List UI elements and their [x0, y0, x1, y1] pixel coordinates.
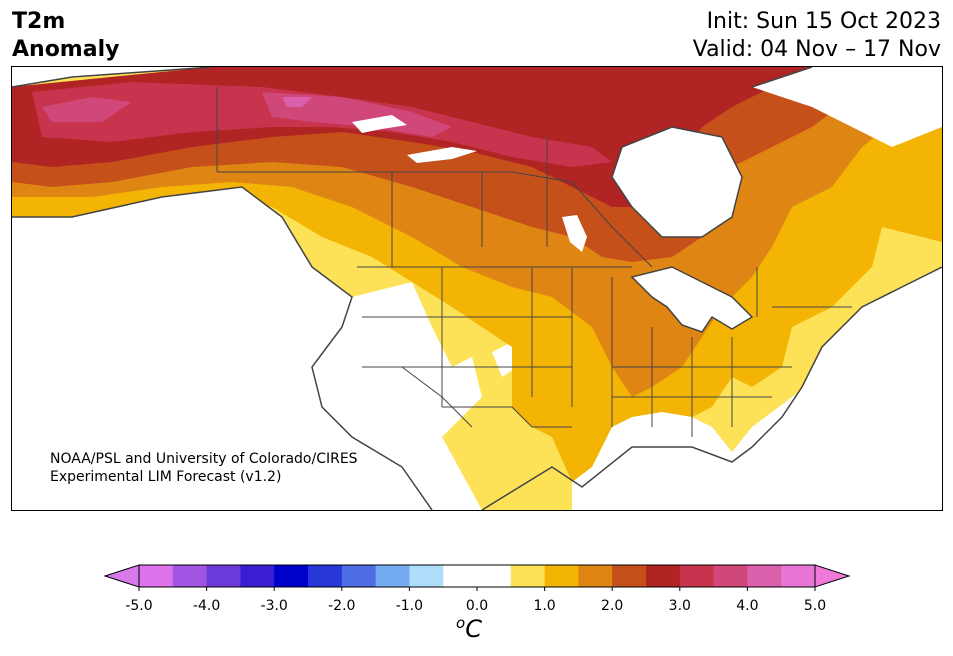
- credit-line1: NOAA/PSL and University of Colorado/CIRE…: [50, 451, 358, 467]
- colorbar-bin: [578, 565, 613, 587]
- anom-pink-2: [42, 97, 132, 122]
- colorbar-bin: [172, 565, 208, 587]
- title-left: T2m Anomaly: [12, 8, 119, 64]
- colorbar-bin: [409, 565, 444, 587]
- colorbar-bin: [612, 565, 647, 587]
- colorbar-tick-label: -2.0: [328, 598, 356, 614]
- political-borders: [216, 87, 852, 437]
- anomaly-map: [12, 67, 942, 510]
- colorbar-bin: [747, 565, 782, 587]
- colorbar-bins: [139, 565, 816, 587]
- anom-pink: [262, 92, 452, 137]
- colorbar-tick-label: 4.0: [736, 598, 759, 614]
- colorbar-bin: [308, 565, 343, 587]
- colorbar-tick-label: 5.0: [803, 598, 827, 614]
- colorbar-bin: [206, 565, 241, 587]
- title-right: Init: Sun 15 Oct 2023 Valid: 04 Nov – 17…: [693, 8, 941, 64]
- colorbar-bin: [443, 565, 478, 587]
- colorbar-bin: [240, 565, 275, 587]
- anom-pink-3: [282, 97, 312, 107]
- valid-range: Valid: 04 Nov – 17 Nov: [692, 37, 941, 62]
- colorbar-bin: [139, 565, 174, 587]
- colorbar-tick-label: -5.0: [125, 598, 153, 614]
- colorbar-bin: [341, 565, 377, 587]
- neutral-patch: [492, 342, 517, 377]
- init-date: Init: Sun 15 Oct 2023: [706, 9, 941, 34]
- colorbar-bin: [274, 565, 309, 587]
- colorbar-unit: oC: [456, 614, 482, 643]
- pacific-ocean: [12, 187, 352, 510]
- title-line2: Anomaly: [12, 37, 120, 62]
- colorbar-bin: [679, 565, 715, 587]
- colorbar-bin: [477, 565, 512, 587]
- colorbar-tick-label: 2.0: [601, 598, 624, 614]
- colorbar-tick-label: 1.0: [533, 598, 556, 614]
- neutral-west: [312, 282, 482, 510]
- colorbar-over-arrow: [814, 564, 851, 588]
- atlantic-ocean: [732, 267, 942, 510]
- lake-winnipeg: [562, 215, 587, 252]
- colorbar-bin: [544, 565, 579, 587]
- labrador-sea: [752, 67, 942, 147]
- colorbar-tick-label: 3.0: [668, 598, 691, 614]
- colorbar-under-arrow: [103, 564, 140, 588]
- map-panel: NOAA/PSL and University of Colorado/CIRE…: [11, 66, 943, 511]
- coastlines: [12, 67, 942, 510]
- great-bear-lake: [352, 115, 407, 133]
- colorbar-bin: [781, 565, 816, 587]
- colorbar-tick-label: 0.0: [465, 598, 489, 614]
- unit-letter: C: [465, 615, 482, 643]
- great-slave-lake: [407, 147, 477, 163]
- colorbar-bin: [510, 565, 546, 587]
- colorbar-bin: [713, 565, 748, 587]
- gulf-of-mexico: [572, 447, 742, 510]
- colorbar-bin: [646, 565, 681, 587]
- colorbar-tick-label: -4.0: [192, 598, 221, 614]
- colorbar-tick-marks: [138, 587, 816, 591]
- great-lakes: [632, 267, 752, 332]
- colorbar-bin: [375, 565, 410, 587]
- credit-text: NOAA/PSL and University of Colorado/CIRE…: [50, 450, 358, 486]
- unit-degree-symbol: o: [456, 614, 466, 632]
- colorbar-tick-label: -1.0: [395, 598, 424, 614]
- title-line1: T2m: [12, 9, 66, 34]
- hudson-bay: [612, 127, 742, 237]
- credit-line2: Experimental LIM Forecast (v1.2): [50, 469, 282, 485]
- anom-crimson: [32, 82, 612, 167]
- colorbar-outline: [138, 564, 816, 588]
- colorbar-tick-label: -3.0: [260, 598, 288, 614]
